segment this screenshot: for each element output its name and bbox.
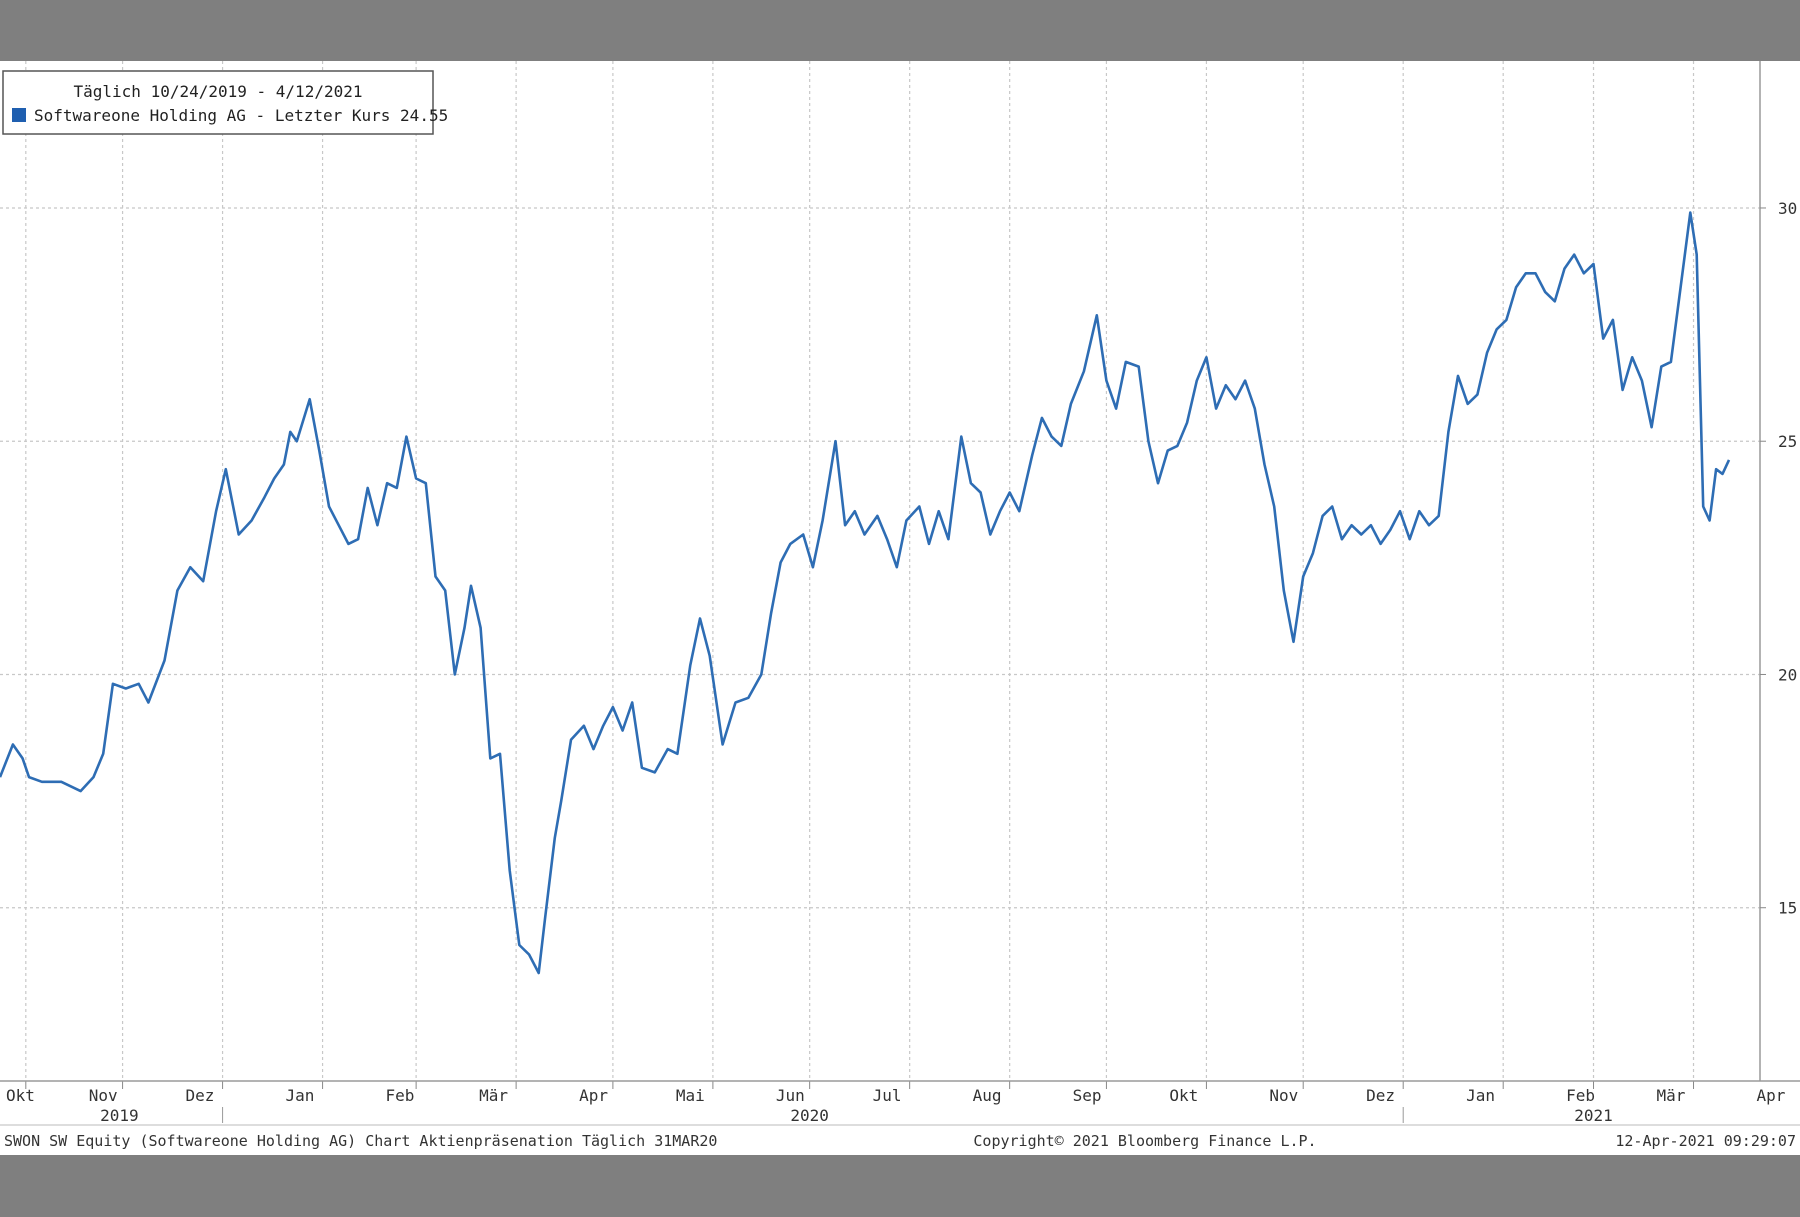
x-tick-label: Feb xyxy=(1566,1086,1595,1105)
x-tick-label: Nov xyxy=(89,1086,118,1105)
x-axis-ticks: Okt Nov Dez Jan Feb Mär Apr Mai Jun Jul Aug Sep Okt N… xyxy=(6,1086,1786,1105)
x-tick-label: Jan xyxy=(286,1086,315,1105)
horizontal-gridlines xyxy=(0,207,1760,909)
x-tick-label: Okt xyxy=(6,1086,35,1105)
year-label: 2020 xyxy=(790,1106,829,1125)
x-tick-label: Dez xyxy=(1366,1086,1395,1105)
x-tick-label: Feb xyxy=(386,1086,415,1105)
footer-center: Copyright© 2021 Bloomberg Finance L.P. xyxy=(973,1132,1316,1150)
footer-left: SWON SW Equity (Softwareone Holding AG) … xyxy=(4,1132,717,1150)
x-tick-label: Apr xyxy=(1756,1086,1785,1105)
x-tick-label: Mär xyxy=(1656,1086,1685,1105)
x-tick-label: Sep xyxy=(1073,1086,1102,1105)
x-tick-label: Nov xyxy=(1269,1086,1298,1105)
year-label: 2019 xyxy=(100,1106,139,1125)
price-chart: 15 20 25 30 Okt Nov Dez Jan Feb Mär Apr Mai Jun Jul A… xyxy=(0,61,1800,1155)
y-tick-label: 20 xyxy=(1778,665,1797,684)
year-labels: 2019 2020 2021 xyxy=(100,1106,1613,1125)
legend-box: Täglich 10/24/2019 - 4/12/2021 Softwareo… xyxy=(2,70,448,135)
x-tick-label: Jul xyxy=(873,1086,902,1105)
y-tick-label: 25 xyxy=(1778,432,1797,451)
legend-period: Täglich 10/24/2019 - 4/12/2021 xyxy=(74,82,363,101)
x-tick-label: Jun xyxy=(776,1086,805,1105)
year-label: 2021 xyxy=(1574,1106,1613,1125)
legend-series-label: Softwareone Holding AG - Letzter Kurs 24… xyxy=(34,106,448,125)
x-tick-label: Apr xyxy=(579,1086,608,1105)
price-series-line xyxy=(0,211,1731,975)
legend-border xyxy=(2,70,434,135)
x-tick-label: Aug xyxy=(973,1086,1002,1105)
footer-right: 12-Apr-2021 09:29:07 xyxy=(1615,1132,1796,1150)
x-tick-label: Jan xyxy=(1466,1086,1495,1105)
legend-swatch xyxy=(12,108,26,122)
y-tick-label: 30 xyxy=(1778,199,1797,218)
vertical-gridlines xyxy=(25,61,1695,1089)
y-axis-ticks: 15 20 25 30 xyxy=(1760,199,1797,918)
x-tick-label: Mär xyxy=(479,1086,508,1105)
x-tick-label: Dez xyxy=(186,1086,215,1105)
x-tick-label: Mai xyxy=(676,1086,705,1105)
x-tick-label: Okt xyxy=(1169,1086,1198,1105)
plot-background xyxy=(0,61,1800,1155)
y-tick-label: 15 xyxy=(1778,899,1797,918)
chart-frame: 15 20 25 30 Okt Nov Dez Jan Feb Mär Apr Mai Jun Jul A… xyxy=(0,61,1800,1155)
